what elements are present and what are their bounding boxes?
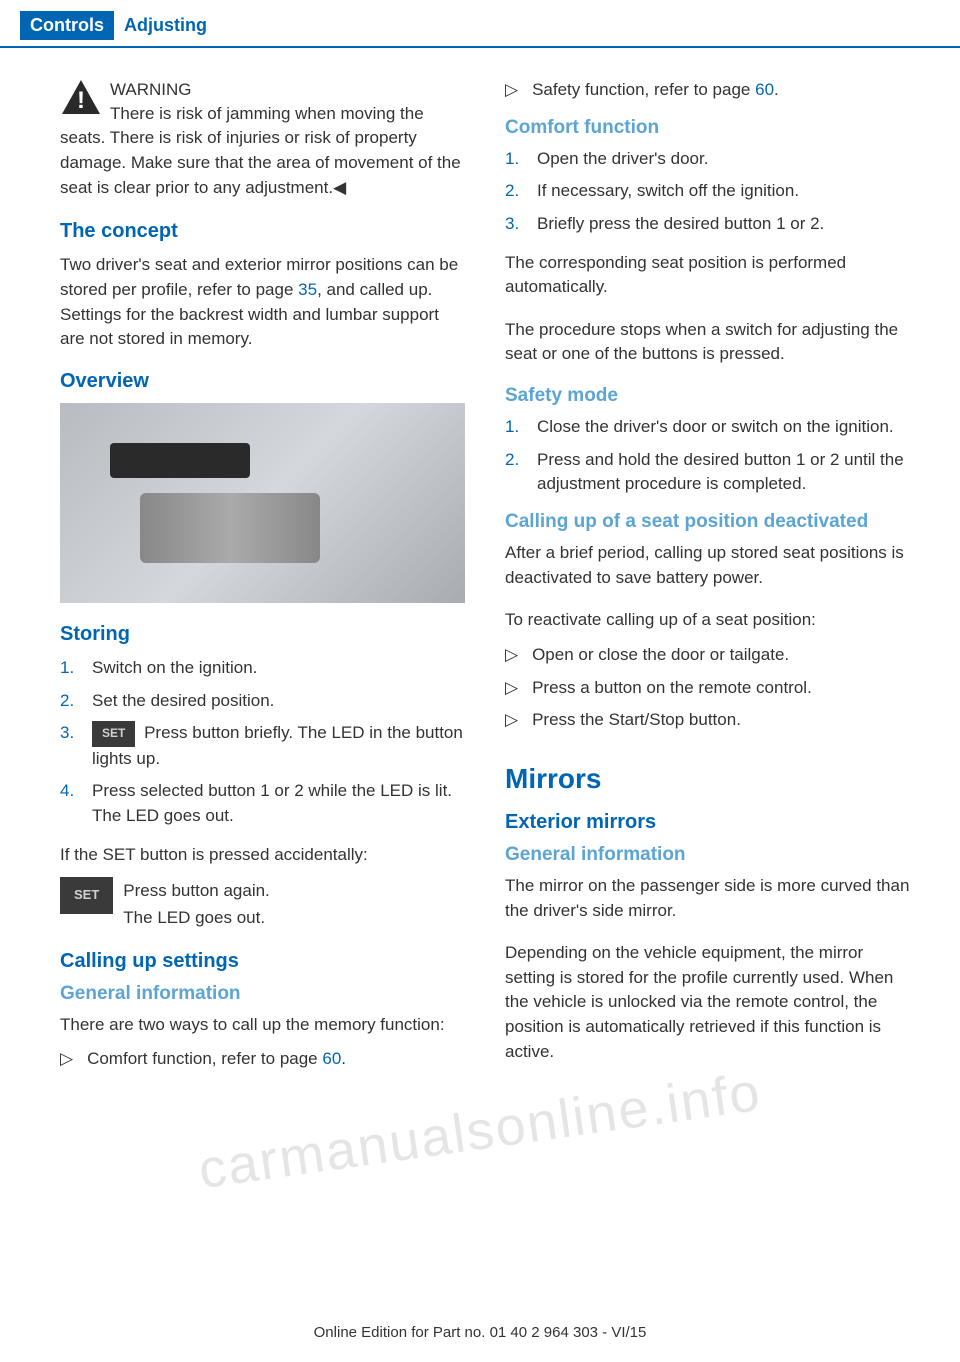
mirrors-p1: The mirror on the passenger side is more…	[505, 874, 910, 923]
page-content: ! WARNING There is risk of jamming when …	[0, 48, 960, 1146]
mirrors-sub: Exterior mirrors	[505, 811, 910, 834]
list-item: 1.Open the driver's door.	[505, 147, 910, 172]
calling-text: There are two ways to call up the memory…	[60, 1013, 465, 1038]
page-footer: Online Edition for Part no. 01 40 2 964 …	[0, 1302, 960, 1362]
set-press-again: Press button again.	[60, 877, 465, 904]
header-tab-adjusting: Adjusting	[124, 15, 207, 36]
set-button-block-row: SET Press button again. The LED goes out…	[60, 877, 465, 931]
concept-text: Two driver's seat and exterior mirror po…	[60, 253, 465, 352]
left-column: ! WARNING There is risk of jamming when …	[60, 78, 465, 1086]
storing-list: 1.Switch on the ignition. 2.Set the desi…	[60, 656, 465, 829]
comfort-p1: The corresponding seat position is perfo…	[505, 251, 910, 300]
calling-bullets: ▷Comfort function, refer to page 60.	[60, 1047, 465, 1072]
deactivated-p1: After a brief period, calling up stored …	[505, 541, 910, 590]
storing-heading: Storing	[60, 623, 465, 646]
list-item: 2.Set the desired position.	[60, 689, 465, 714]
list-item: 3.SET Press button briefly. The LED in t…	[60, 721, 465, 771]
concept-heading: The concept	[60, 220, 465, 243]
overview-heading: Overview	[60, 370, 465, 393]
mirrors-p2: Depending on the vehicle equipment, the …	[505, 941, 910, 1064]
calling-heading: Calling up settings	[60, 950, 465, 973]
storing-note: If the SET button is pressed accidentall…	[60, 843, 465, 868]
page-ref-35[interactable]: 35	[298, 280, 317, 299]
list-item: 4.Press selected button 1 or 2 while the…	[60, 779, 465, 828]
page-ref-60b[interactable]: 60	[755, 80, 774, 99]
page-header: Controls Adjusting	[0, 0, 960, 48]
svg-text:!: !	[77, 87, 85, 114]
right-column: ▷Safety function, refer to page 60. Comf…	[505, 78, 910, 1086]
list-item: 3.Briefly press the desired button 1 or …	[505, 212, 910, 237]
warning-icon: !	[60, 78, 102, 116]
warning-title: WARNING	[110, 80, 192, 99]
comfort-p2: The procedure stops when a switch for ad…	[505, 318, 910, 367]
deactivated-bullets: ▷Open or close the door or tailgate. ▷Pr…	[505, 643, 910, 733]
list-item: ▷Open or close the door or tailgate.	[505, 643, 910, 668]
list-item: ▷Press the Start/Stop button.	[505, 708, 910, 733]
comfort-list: 1.Open the driver's door. 2.If necessary…	[505, 147, 910, 237]
footer-text: Online Edition for Part no. 01 40 2 964 …	[314, 1324, 647, 1341]
list-item: 2.If necessary, switch off the ignition.	[505, 179, 910, 204]
set-led-goes-out: The LED goes out.	[60, 904, 465, 931]
list-item: ▷Press a button on the remote control.	[505, 676, 910, 701]
page-ref-60[interactable]: 60	[322, 1049, 341, 1068]
top-bullet: ▷Safety function, refer to page 60.	[505, 78, 910, 103]
list-item: 1.Close the driver's door or switch on t…	[505, 415, 910, 440]
comfort-heading: Comfort function	[505, 117, 910, 139]
list-item: ▷Safety function, refer to page 60.	[505, 78, 910, 103]
warning-text: There is risk of jamming when moving the…	[60, 102, 465, 201]
safety-heading: Safety mode	[505, 385, 910, 407]
set-button-icon: SET	[92, 721, 135, 746]
deactivated-p2: To reactivate calling up of a seat posit…	[505, 608, 910, 633]
safety-list: 1.Close the driver's door or switch on t…	[505, 415, 910, 497]
header-tab-controls: Controls	[20, 11, 114, 40]
warning-box: ! WARNING There is risk of jamming when …	[60, 78, 465, 200]
calling-subheading: General information	[60, 983, 465, 1005]
deactivated-heading: Calling up of a seat position deactivate…	[505, 511, 910, 533]
list-item: ▷Comfort function, refer to page 60.	[60, 1047, 465, 1072]
list-item: 2.Press and hold the desired button 1 or…	[505, 448, 910, 497]
seat-memory-image	[60, 403, 465, 603]
list-item: 1.Switch on the ignition.	[60, 656, 465, 681]
mirrors-subsub: General information	[505, 844, 910, 866]
mirrors-heading: Mirrors	[505, 763, 910, 795]
set-button-icon: SET	[60, 877, 113, 914]
